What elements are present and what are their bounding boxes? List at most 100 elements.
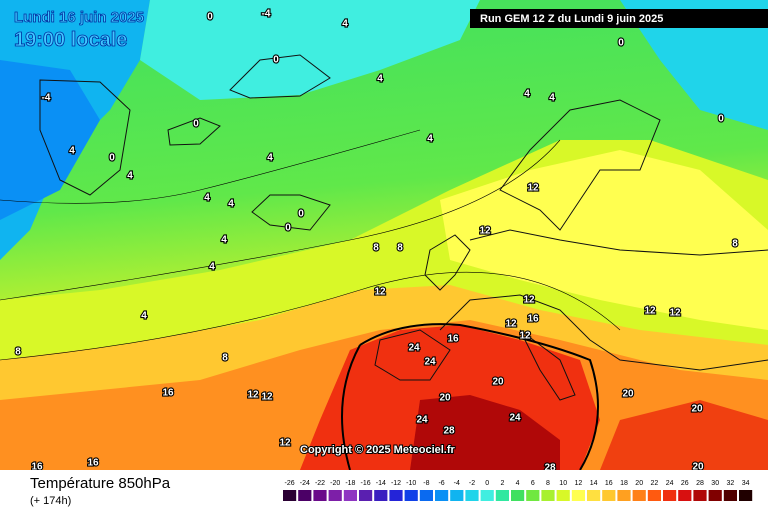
contour-label: 16 <box>87 458 99 469</box>
colorbar-label: -18 <box>345 480 355 487</box>
colorbar-swatch <box>389 490 403 501</box>
contour-label: 12 <box>644 306 656 317</box>
colorbar-label: 12 <box>575 480 583 487</box>
contour-label: 8 <box>732 239 738 250</box>
run-box <box>470 9 768 28</box>
contour-label: 4 <box>209 262 215 273</box>
contour-label: 0 <box>193 119 199 130</box>
colorbar-swatch <box>283 490 297 501</box>
contour-label: -4 <box>262 9 271 20</box>
contour-label: 4 <box>221 235 227 246</box>
colorbar-label: -8 <box>423 480 429 487</box>
time-label: 19:00 locale <box>14 29 127 51</box>
contour-label: 24 <box>509 413 521 424</box>
contour-label: 16 <box>527 314 539 325</box>
map <box>0 0 768 471</box>
colorbar-label: 4 <box>516 480 520 487</box>
contour-label: 12 <box>479 226 491 237</box>
contour-label: 8 <box>15 347 21 358</box>
colorbar-swatch <box>328 490 342 501</box>
colorbar-label: 30 <box>711 480 719 487</box>
contour-label: 16 <box>447 334 459 345</box>
colorbar-swatch <box>571 490 585 501</box>
colorbar-swatch <box>617 490 631 501</box>
colorbar-swatch <box>343 490 357 501</box>
colorbar-swatch <box>298 490 312 501</box>
contour-label: 4 <box>267 153 273 164</box>
colorbar-label: 2 <box>500 480 504 487</box>
contour-label: 0 <box>273 55 279 66</box>
contour-label: 0 <box>285 223 291 234</box>
colorbar-label: -22 <box>315 480 325 487</box>
colorbar-label: 26 <box>681 480 689 487</box>
colorbar-swatch <box>374 490 388 501</box>
contour-label: 12 <box>669 308 681 319</box>
footer-title: Température 850hPa <box>30 475 171 492</box>
run-label: Run GEM 12 Z du Lundi 9 juin 2025 <box>480 13 663 25</box>
colorbar-swatch <box>693 490 707 501</box>
colorbar-swatch <box>450 490 464 501</box>
contour-label: 0 <box>298 209 304 220</box>
colorbar-swatch <box>541 490 555 501</box>
colorbar-label: -2 <box>469 480 475 487</box>
colorbar-swatch <box>313 490 327 501</box>
contour-label: 4 <box>342 19 348 30</box>
colorbar-label: 6 <box>531 480 535 487</box>
colorbar-label: -12 <box>391 480 401 487</box>
colorbar-label: -10 <box>406 480 416 487</box>
copyright: Copyright © 2025 Meteociel.fr <box>300 444 456 456</box>
colorbar: -26 -24 -22 -20 -18 -16 -14 -12 -10 -8 -6 -4 -2 0 2 4 6 8… <box>283 480 753 501</box>
colorbar-label: -14 <box>376 480 386 487</box>
colorbar-swatch <box>404 490 418 501</box>
contour-label: 4 <box>204 193 210 204</box>
colorbar-label: 32 <box>727 480 735 487</box>
date-label: Lundi 16 juin 2025 <box>14 9 144 26</box>
contour-label: 12 <box>247 390 259 401</box>
contour-label: 12 <box>519 331 531 342</box>
colorbar-label: 34 <box>742 480 750 487</box>
contour-label: 0 <box>109 153 115 164</box>
contour-label: 0 <box>718 114 724 125</box>
contour-label: 8 <box>222 353 228 364</box>
colorbar-swatch <box>495 490 509 501</box>
contour-label: 4 <box>427 134 433 145</box>
contour-label: 28 <box>443 426 455 437</box>
contour-label: 4 <box>127 171 133 182</box>
contour-label: 0 <box>207 12 213 23</box>
contour-label: 0 <box>618 38 624 49</box>
contour-label: 8 <box>373 243 379 254</box>
colorbar-swatch <box>602 490 616 501</box>
contour-label: 4 <box>524 89 530 100</box>
contour-label: 20 <box>691 404 703 415</box>
contour-label: 24 <box>408 343 420 354</box>
colorbar-swatch <box>526 490 540 501</box>
contour-label: 4 <box>228 199 234 210</box>
colorbar-swatch <box>465 490 479 501</box>
colorbar-label: 8 <box>546 480 550 487</box>
contour-label: 12 <box>261 392 273 403</box>
contour-label: 4 <box>69 146 75 157</box>
colorbar-label: 24 <box>666 480 674 487</box>
contour-label: 20 <box>439 393 451 404</box>
contour-label: 4 <box>141 311 147 322</box>
contour-label: 12 <box>527 183 539 194</box>
colorbar-label: 18 <box>620 480 628 487</box>
colorbar-label: 20 <box>635 480 643 487</box>
contour-label: 24 <box>416 415 428 426</box>
contour-label: -4 <box>42 93 51 104</box>
colorbar-label: 10 <box>559 480 567 487</box>
colorbar-label: -16 <box>361 480 371 487</box>
colorbar-label: 22 <box>651 480 659 487</box>
colorbar-swatch <box>480 490 494 501</box>
colorbar-swatch <box>359 490 373 501</box>
colorbar-label: 28 <box>696 480 704 487</box>
contour-label: 12 <box>505 319 517 330</box>
colorbar-label: -6 <box>438 480 444 487</box>
colorbar-swatch <box>632 490 646 501</box>
colorbar-label: -24 <box>300 480 310 487</box>
colorbar-swatch <box>708 490 722 501</box>
colorbar-swatch <box>435 490 449 501</box>
colorbar-label: -26 <box>285 480 295 487</box>
